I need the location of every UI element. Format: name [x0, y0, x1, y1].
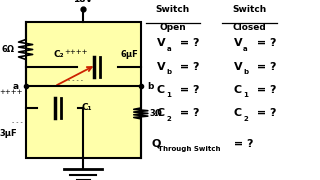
Text: C₂: C₂	[53, 50, 64, 59]
Text: 6μF: 6μF	[121, 50, 139, 59]
Text: C: C	[157, 108, 165, 118]
Text: - - -: - - -	[12, 120, 22, 125]
Text: Open: Open	[159, 23, 186, 32]
Text: Closed: Closed	[233, 23, 267, 32]
Text: 18V: 18V	[74, 0, 93, 4]
Text: 6Ω: 6Ω	[2, 45, 14, 54]
Text: ++++: ++++	[64, 49, 87, 55]
Text: = ?: = ?	[230, 139, 254, 149]
Text: Switch: Switch	[232, 5, 267, 14]
Text: = ?: = ?	[253, 62, 276, 72]
Text: 3μF: 3μF	[0, 129, 17, 138]
Text: = ?: = ?	[176, 62, 199, 72]
Text: = ?: = ?	[176, 85, 199, 95]
Text: 1: 1	[243, 92, 248, 98]
Text: V: V	[157, 38, 165, 48]
Text: Q: Q	[152, 139, 161, 149]
Text: 3Ω: 3Ω	[150, 109, 163, 118]
Text: 1: 1	[166, 92, 171, 98]
Text: b: b	[166, 69, 172, 75]
Text: V: V	[234, 62, 242, 72]
Text: C: C	[234, 108, 242, 118]
Text: a: a	[243, 46, 248, 52]
Text: b: b	[243, 69, 248, 75]
Text: C: C	[157, 85, 165, 95]
Text: - - - -: - - - -	[68, 78, 83, 83]
Text: b: b	[147, 82, 154, 91]
Text: V: V	[157, 62, 165, 72]
Text: = ?: = ?	[253, 38, 276, 48]
Text: 2: 2	[166, 116, 171, 122]
Text: Switch: Switch	[156, 5, 190, 14]
Text: = ?: = ?	[253, 85, 276, 95]
Text: = ?: = ?	[176, 108, 199, 118]
Text: a: a	[13, 82, 19, 91]
Text: = ?: = ?	[176, 38, 199, 48]
Text: V: V	[234, 38, 242, 48]
Text: Through Switch: Through Switch	[158, 146, 221, 152]
Text: C: C	[234, 85, 242, 95]
Text: ++++: ++++	[0, 89, 22, 94]
Text: C₁: C₁	[82, 103, 92, 112]
FancyBboxPatch shape	[26, 22, 141, 158]
Text: a: a	[166, 46, 171, 52]
Text: 2: 2	[243, 116, 248, 122]
Text: = ?: = ?	[253, 108, 276, 118]
